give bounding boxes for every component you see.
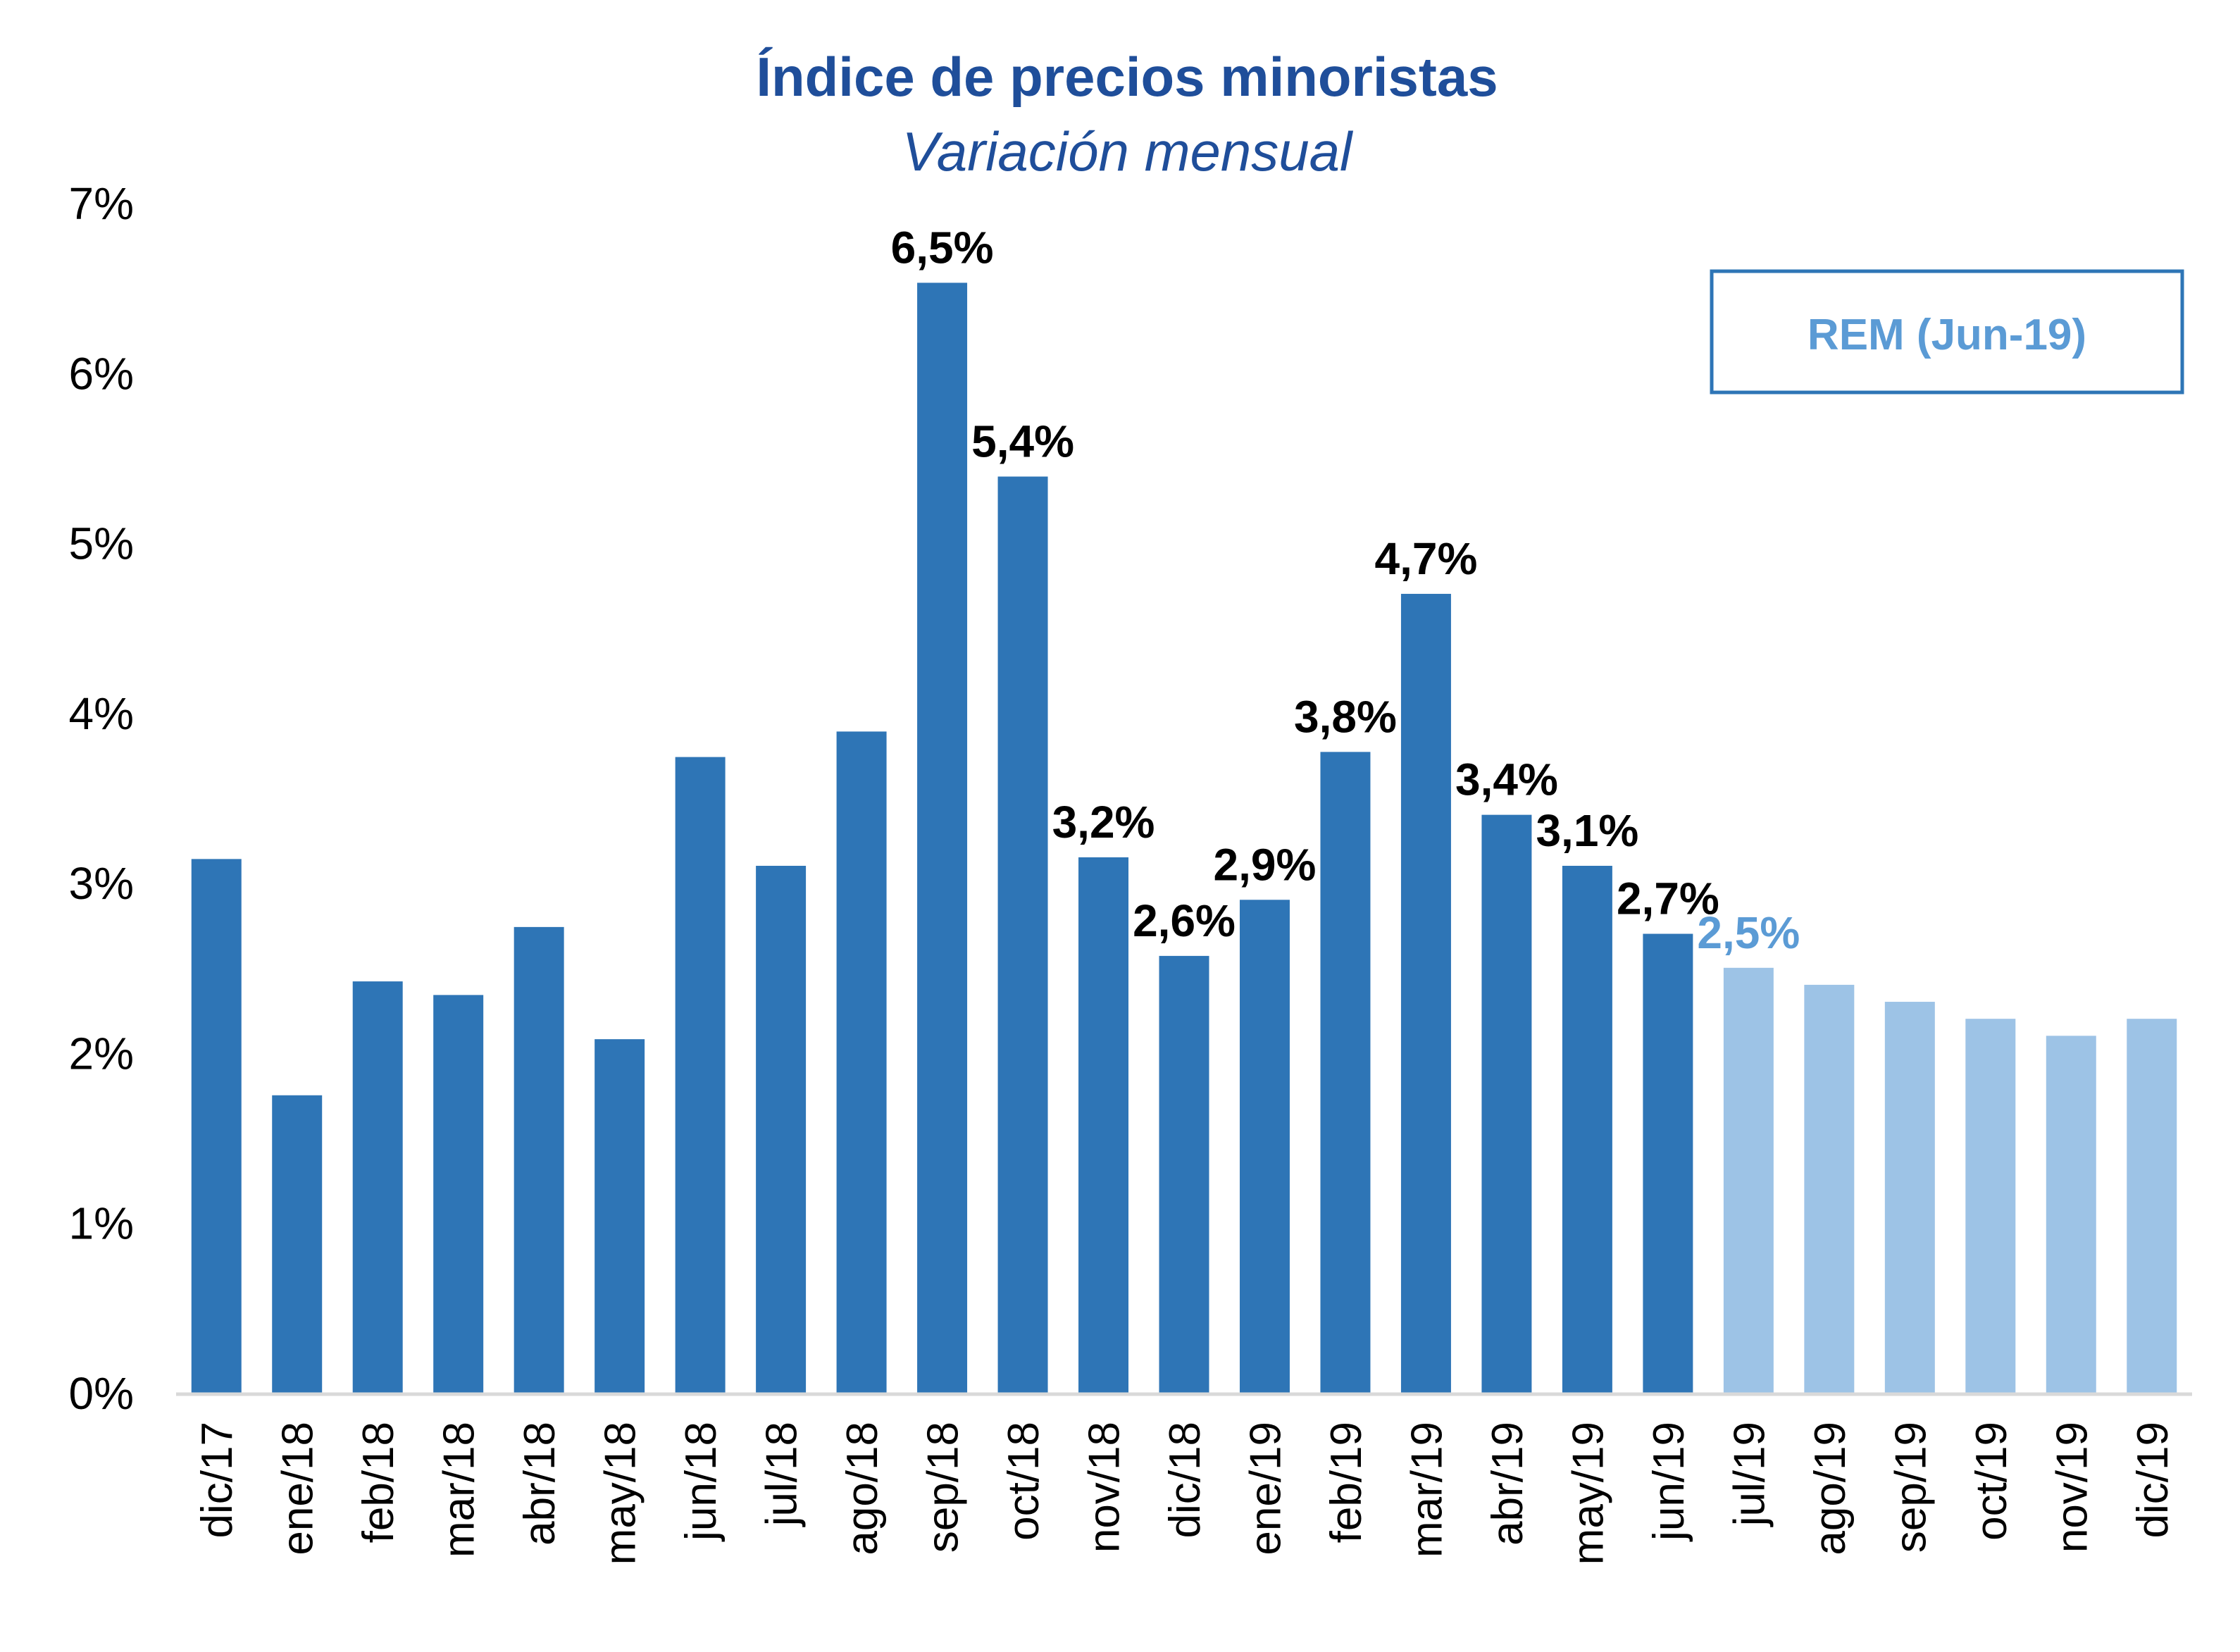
bar (352, 981, 403, 1393)
data-label: 2,9% (1214, 839, 1317, 890)
bar (1562, 866, 1612, 1393)
data-label: 2,7% (1617, 874, 1719, 924)
x-tick-label: feb/18 (354, 1422, 403, 1543)
bars (191, 282, 2177, 1393)
x-tick-label: sep/18 (919, 1422, 968, 1553)
bar (1481, 814, 1532, 1393)
x-tick-label: ene/18 (274, 1422, 323, 1555)
forecast-bar (1723, 967, 1774, 1393)
chart-subtitle: Variación mensual (902, 120, 1354, 182)
x-tick-label: jun/18 (677, 1422, 726, 1542)
bar (1320, 752, 1371, 1393)
x-tick-label: feb/19 (1322, 1422, 1371, 1543)
y-tick-label: 2% (69, 1028, 135, 1079)
x-tick-label: abr/19 (1483, 1422, 1532, 1546)
chart-title: Índice de precios minoristas (756, 46, 1498, 108)
x-tick-label: ago/18 (838, 1422, 887, 1555)
y-tick-label: 6% (69, 348, 135, 399)
y-axis: 0% 1% 2% 3% 4% 5% 6% 7% (69, 178, 135, 1419)
bar (1078, 857, 1129, 1393)
bar (917, 282, 968, 1393)
forecast-bar (2127, 1019, 2177, 1393)
y-tick-label: 0% (69, 1368, 135, 1419)
bar (1159, 955, 1209, 1393)
bar (756, 866, 807, 1393)
bar (1400, 593, 1451, 1393)
bar (433, 995, 484, 1393)
bar (1239, 900, 1290, 1393)
x-tick-label: oct/19 (1967, 1422, 2016, 1541)
x-tick-label: dic/17 (193, 1422, 242, 1538)
data-labels: 6,5% 5,4% 3,2% 2,6%2,9% 3,8% 4,7% 3,4%3,1% 2,7%… (891, 222, 1800, 957)
data-label: 3,1% (1536, 805, 1638, 856)
bar (836, 731, 887, 1393)
x-axis: dic/17 ene/18 feb/18 mar/18 abr/18 may/18 jun/… (193, 1422, 2177, 1565)
x-tick-label: mar/19 (1402, 1422, 1451, 1558)
x-tick-label: nov/19 (2048, 1422, 2096, 1553)
data-label: 3,4% (1455, 754, 1558, 805)
x-tick-label: ene/19 (1241, 1422, 1290, 1555)
y-tick-label: 3% (69, 858, 135, 909)
forecast-bar (2046, 1036, 2096, 1393)
y-tick-label: 4% (69, 688, 135, 739)
bar (272, 1095, 323, 1393)
bar (191, 859, 242, 1393)
x-tick-label: nov/18 (1081, 1422, 1129, 1553)
x-tick-label: may/19 (1564, 1422, 1612, 1565)
legend: REM (Jun-19) (1710, 269, 2184, 395)
x-tick-label: jun/19 (1645, 1422, 1693, 1542)
bar (997, 476, 1048, 1393)
x-tick-label: mar/18 (435, 1422, 484, 1558)
y-tick-label: 1% (69, 1198, 135, 1249)
x-tick-label: sep/19 (1886, 1422, 1935, 1553)
data-label: 3,2% (1052, 797, 1155, 847)
forecast-bar (1965, 1019, 2016, 1393)
y-tick-label: 5% (69, 518, 135, 569)
x-tick-label: abr/18 (516, 1422, 564, 1546)
data-label: 2,5% (1697, 907, 1800, 958)
data-label: 4,7% (1375, 533, 1478, 584)
forecast-bar (1884, 1002, 1935, 1393)
x-tick-label: jul/19 (1725, 1422, 1774, 1527)
x-tick-label: may/18 (597, 1422, 645, 1565)
x-tick-label: ago/19 (1806, 1422, 1855, 1555)
x-tick-label: dic/18 (1161, 1422, 1209, 1538)
legend-box (1710, 269, 2184, 395)
data-label: 2,6% (1133, 895, 1236, 946)
data-label: 3,8% (1294, 691, 1397, 742)
forecast-bar (1804, 984, 1855, 1393)
y-tick-label: 7% (69, 178, 135, 229)
x-tick-label: jul/18 (758, 1422, 807, 1527)
bar (675, 757, 726, 1393)
legend-label: REM (Jun-19) (1807, 311, 2086, 359)
bar (1643, 933, 1693, 1393)
x-tick-label: dic/19 (2129, 1422, 2177, 1538)
bar (514, 926, 564, 1393)
data-label: 6,5% (891, 222, 994, 273)
bar (595, 1039, 645, 1393)
data-label: 5,4% (971, 416, 1074, 466)
x-tick-label: oct/18 (1000, 1422, 1048, 1541)
